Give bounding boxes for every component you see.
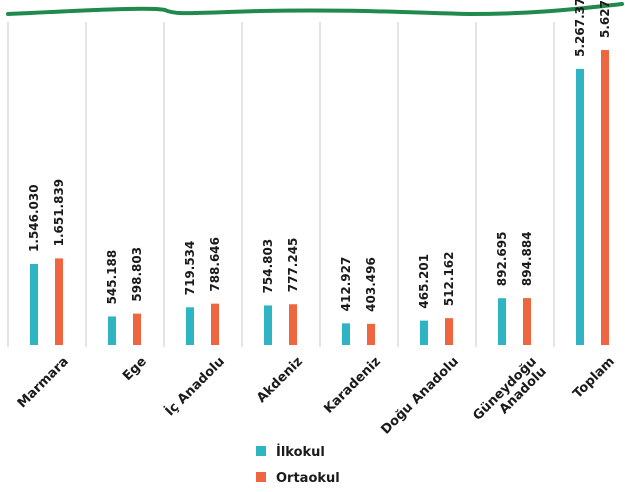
legend: İlkokul Ortaokul xyxy=(256,444,340,486)
category-separators xyxy=(7,22,555,347)
bar-ortaokul xyxy=(133,313,141,345)
category-label: Doğu Anadolu xyxy=(378,354,461,437)
bar-ortaokul xyxy=(523,298,531,345)
value-label: 5.627.075 xyxy=(598,0,612,38)
legend-swatch xyxy=(256,446,266,456)
bars xyxy=(30,50,609,346)
bar-ortaokul xyxy=(55,258,63,345)
category-label: Marmara xyxy=(15,354,72,411)
value-label: 1.651.839 xyxy=(52,179,66,247)
bar-ilkokul xyxy=(186,307,194,345)
bar-ilkokul xyxy=(108,316,116,345)
category-label: GüneydoğuAnadolu xyxy=(470,354,549,433)
bar-ilkokul xyxy=(420,320,428,345)
bar-ortaokul xyxy=(211,303,219,345)
value-label: 1.546.030 xyxy=(27,184,41,252)
category-label: Karadeniz xyxy=(321,354,384,417)
category-label: Toplam xyxy=(570,354,617,401)
value-label: 412.927 xyxy=(339,257,353,312)
legend-swatch xyxy=(256,472,266,482)
category-label: Ege xyxy=(120,354,150,384)
value-label: 777.245 xyxy=(286,238,300,293)
value-label: 719.534 xyxy=(183,241,197,296)
category-label: İç Anadolu xyxy=(162,354,228,420)
value-label: 754.803 xyxy=(261,239,275,294)
value-label: 403.496 xyxy=(364,257,378,312)
value-label: 788.646 xyxy=(208,237,222,292)
value-label: 545.188 xyxy=(105,250,119,305)
value-labels: 1.546.030 1.651.839 545.188 598.803 719.534 7… xyxy=(27,0,612,312)
legend-label: İlkokul xyxy=(276,444,325,460)
bar-ilkokul xyxy=(498,298,506,345)
bar-ortaokul xyxy=(445,318,453,345)
value-label: 894.884 xyxy=(520,231,534,286)
category-label: Akdeniz xyxy=(254,354,306,406)
bar-ortaokul xyxy=(601,50,609,346)
category-labels: Marmara Ege İç Anadolu Akdeniz KaradenizDoğu… xyxy=(15,354,618,438)
bar-ilkokul xyxy=(576,68,584,345)
decorative-green-stroke xyxy=(6,2,624,17)
value-label: 892.695 xyxy=(495,232,509,287)
bar-ilkokul xyxy=(342,323,350,345)
legend-label: Ortaokul xyxy=(276,471,340,486)
bar-ortaokul xyxy=(289,304,297,345)
value-label: 465.201 xyxy=(417,254,431,309)
value-label: 5.267.378 xyxy=(573,0,587,57)
bar-ortaokul xyxy=(367,323,375,345)
value-label: 512.162 xyxy=(442,251,456,306)
bar-ilkokul xyxy=(264,305,272,345)
value-label: 598.803 xyxy=(130,247,144,302)
bar-ilkokul xyxy=(30,263,38,345)
